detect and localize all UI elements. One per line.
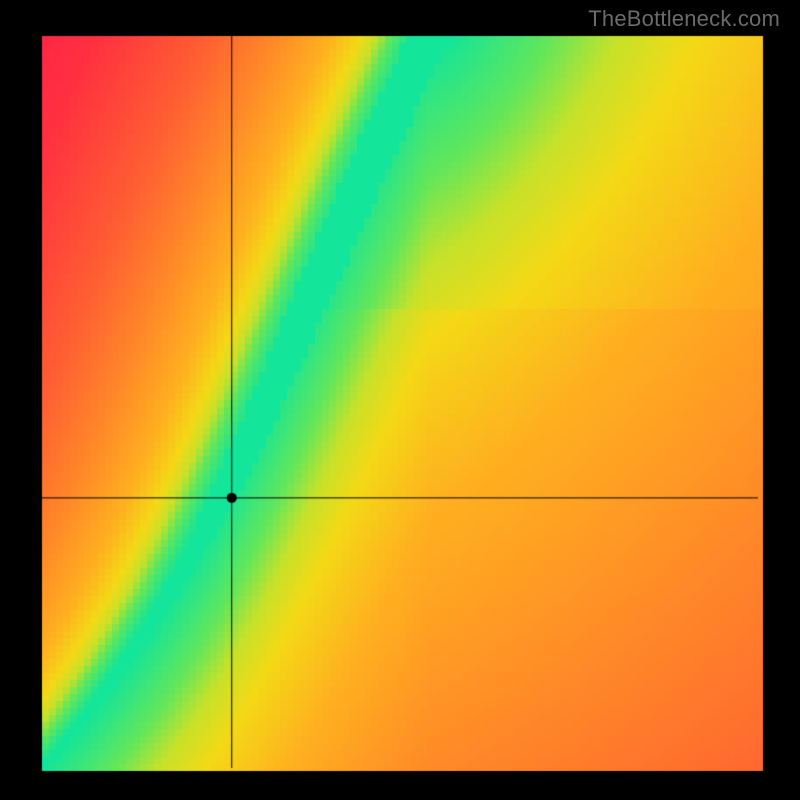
watermark-text: TheBottleneck.com [588,6,780,32]
bottleneck-heatmap [0,0,800,800]
chart-container: TheBottleneck.com [0,0,800,800]
